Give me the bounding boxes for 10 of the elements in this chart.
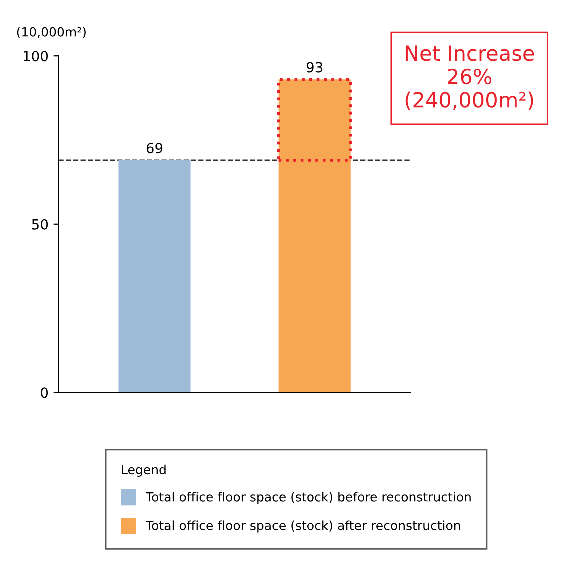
legend-title: Legend [122, 464, 166, 478]
y-tick-label: 50 [32, 219, 48, 230]
data-label: 93 [306, 62, 323, 73]
legend-label: Total office floor space (stock) after reconstruction [146, 520, 460, 533]
annotation: Net Increase 26% (240,000m²) [406, 46, 534, 110]
y-axis-title: (10,000m²) [17, 27, 86, 38]
y-tick-label: 100 [24, 51, 48, 62]
y-tick-label: 0 [41, 388, 48, 398]
legend-label: Total office floor space (stock) before reconstruction [146, 492, 471, 504]
data-label: 69 [146, 143, 163, 154]
